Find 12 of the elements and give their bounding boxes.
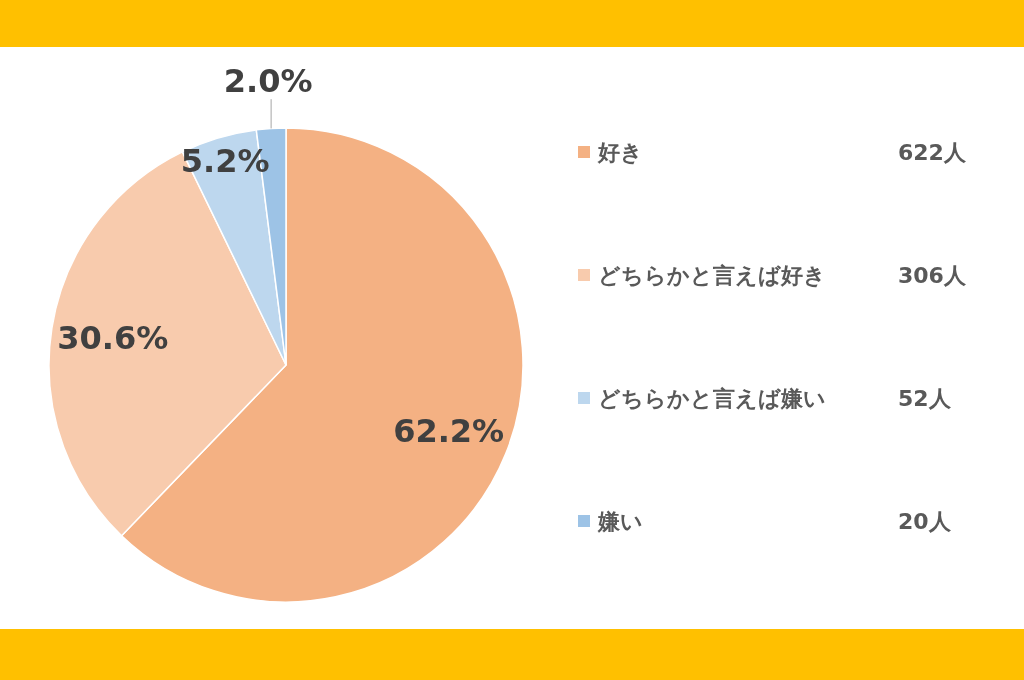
data-label: 62.2% — [393, 411, 505, 450]
legend-label: どちらかと言えば嫌い — [598, 385, 826, 411]
data-label: 30.6% — [57, 318, 169, 357]
legend-label: 嫌い — [597, 508, 643, 534]
data-label: 2.0% — [223, 62, 313, 101]
text: 20人 — [898, 508, 952, 534]
text: 306人 — [898, 262, 967, 288]
text: 622人 — [898, 139, 967, 165]
data-label: 5.2% — [180, 141, 270, 180]
legend-label: 好き — [597, 139, 643, 165]
text: 52人 — [898, 385, 952, 411]
legend-label: どちらかと言えば好き — [598, 262, 826, 288]
